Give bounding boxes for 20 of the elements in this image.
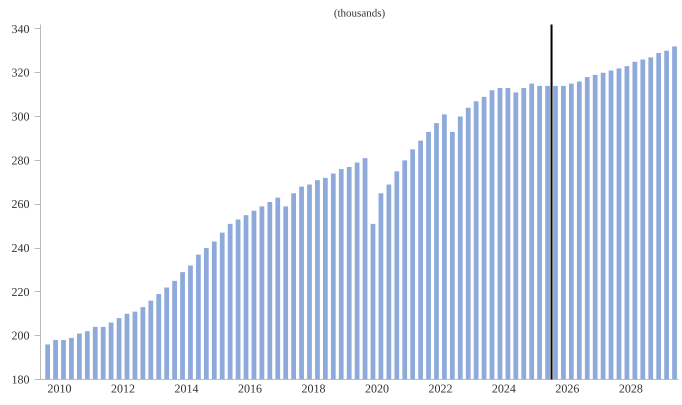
x-tick-label: 2022	[428, 382, 452, 396]
x-tick-label: 2012	[111, 382, 136, 396]
y-tick-label: 280	[12, 153, 30, 168]
y-tick-label: 240	[12, 241, 30, 256]
y-tick-label: 300	[12, 110, 30, 124]
x-tick-label: 2028	[618, 382, 643, 396]
y-tick-label: 320	[12, 66, 30, 80]
y-tick-label: 340	[12, 22, 30, 36]
x-tick-label: 2016	[238, 382, 262, 396]
x-tick-label: 2014	[174, 382, 199, 396]
y-tick-label: 200	[12, 328, 30, 343]
y-tick-label: 260	[12, 197, 30, 212]
y-tick-label: 220	[12, 284, 30, 299]
chart-title: (thousands)	[334, 8, 386, 20]
x-tick-label: 2018	[301, 382, 326, 396]
y-tick-label: 180	[12, 372, 30, 386]
x-tick-label: 2024	[492, 382, 516, 396]
x-tick-label: 2026	[555, 382, 580, 396]
x-tick-label: 2010	[48, 382, 72, 396]
x-tick-label: 2020	[364, 382, 389, 396]
